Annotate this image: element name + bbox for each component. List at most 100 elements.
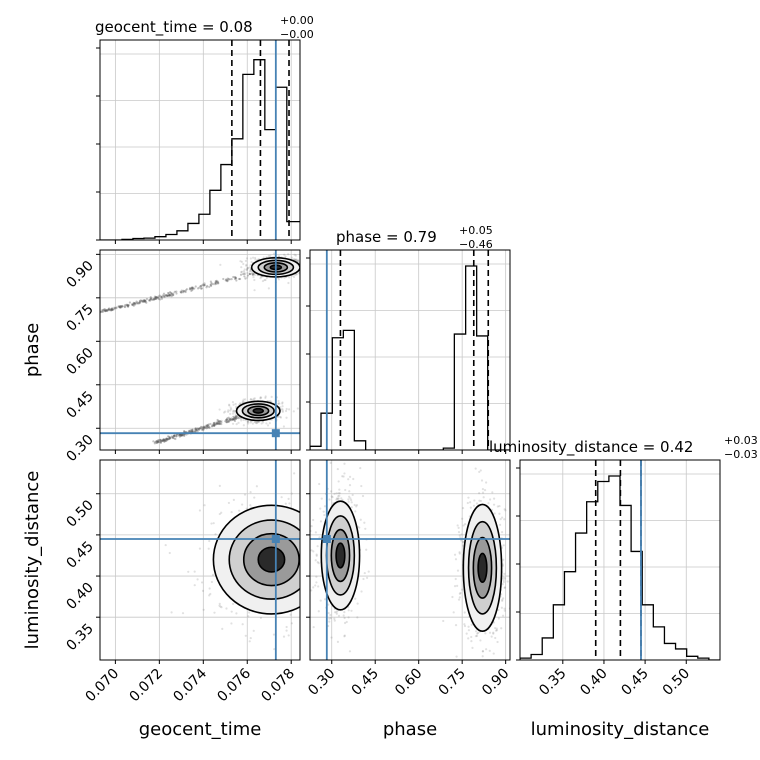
sample-point-tail bbox=[162, 292, 166, 295]
sample-point bbox=[259, 276, 262, 280]
sample-point bbox=[347, 498, 350, 501]
sample-point bbox=[317, 585, 320, 588]
sample-point bbox=[365, 548, 368, 551]
sample-point bbox=[456, 584, 459, 587]
sample-point bbox=[220, 419, 223, 422]
sample-point-tail bbox=[228, 418, 231, 421]
sample-point bbox=[335, 498, 338, 501]
sample-point bbox=[187, 570, 190, 573]
sample-point bbox=[345, 620, 348, 624]
sample-point bbox=[264, 395, 267, 398]
sample-point bbox=[463, 624, 467, 628]
sample-point bbox=[458, 552, 461, 555]
sample-point-tail bbox=[168, 437, 171, 440]
sample-point-tail bbox=[175, 435, 178, 438]
sample-point-tail bbox=[229, 418, 232, 421]
sample-point bbox=[235, 423, 238, 426]
sample-point bbox=[310, 573, 312, 575]
contour-level-0-3 bbox=[257, 546, 286, 573]
sample-point-tail bbox=[152, 298, 155, 301]
sample-point bbox=[290, 492, 293, 495]
sample-point-tail bbox=[175, 290, 178, 293]
sample-point-tail bbox=[214, 281, 217, 285]
sample-point bbox=[496, 640, 499, 644]
axes-frame-luminosity_distance-diag bbox=[519, 459, 721, 661]
sample-point bbox=[306, 568, 308, 570]
sample-point bbox=[348, 490, 351, 493]
sample-point-tail bbox=[173, 290, 176, 293]
sample-point-tail bbox=[164, 439, 167, 442]
sample-point-tail bbox=[179, 290, 182, 293]
sample-point bbox=[248, 611, 251, 614]
sample-point bbox=[492, 497, 496, 500]
sample-point-tail bbox=[140, 299, 143, 303]
sample-point bbox=[281, 402, 284, 405]
ytick-label-luminosity_distance-0: 0.35 bbox=[63, 621, 96, 654]
sample-point bbox=[472, 504, 476, 507]
sample-point bbox=[324, 598, 327, 601]
sample-point bbox=[313, 571, 315, 573]
sample-point-tail bbox=[168, 435, 171, 439]
sample-point-tail bbox=[162, 294, 166, 298]
sample-point-tail bbox=[132, 304, 135, 307]
sample-point-tail bbox=[108, 309, 112, 312]
sample-point bbox=[301, 265, 303, 267]
sample-point-tail bbox=[154, 297, 158, 300]
sample-point bbox=[343, 611, 346, 614]
sample-point-tail bbox=[121, 304, 124, 308]
sample-point bbox=[473, 499, 476, 502]
sample-point-tail bbox=[235, 415, 239, 418]
sample-point-tail bbox=[137, 302, 140, 305]
sample-point bbox=[229, 406, 232, 409]
xtick-label-geocent_time-0: 0.070 bbox=[83, 666, 123, 706]
sample-point bbox=[336, 609, 339, 612]
sample-point bbox=[237, 417, 240, 420]
sample-point-tail bbox=[175, 435, 178, 438]
sample-point-tail bbox=[181, 433, 184, 437]
sample-point bbox=[301, 271, 303, 273]
sample-point-tail bbox=[248, 272, 251, 276]
sample-point bbox=[454, 624, 458, 627]
sample-point-tail bbox=[156, 440, 160, 444]
sample-point bbox=[331, 495, 334, 499]
sample-point bbox=[247, 420, 250, 424]
sample-point-tail bbox=[232, 418, 235, 421]
sample-point bbox=[310, 589, 313, 592]
xtick-label-phase-2: 0.60 bbox=[392, 666, 425, 699]
sample-point bbox=[259, 396, 262, 399]
sample-point bbox=[307, 527, 309, 529]
sample-point bbox=[454, 558, 458, 561]
sample-point-tail bbox=[174, 437, 177, 441]
sample-point-tail bbox=[168, 436, 171, 439]
sample-point bbox=[330, 495, 333, 498]
sample-point-tail bbox=[212, 424, 215, 427]
sample-point-tail bbox=[166, 294, 169, 298]
sample-point bbox=[316, 259, 318, 261]
sample-point bbox=[481, 655, 484, 658]
sample-point bbox=[305, 625, 307, 627]
xtick-label-luminosity_distance-0: 0.35 bbox=[536, 666, 569, 699]
sample-point bbox=[315, 581, 318, 584]
sample-point-tail bbox=[236, 416, 239, 420]
sample-point bbox=[242, 418, 245, 422]
sample-point-tail bbox=[200, 287, 203, 290]
sample-point bbox=[246, 267, 249, 270]
grid-layer bbox=[100, 40, 720, 660]
sample-point-tail bbox=[119, 306, 122, 309]
sample-point-tail bbox=[244, 277, 247, 280]
sample-point bbox=[249, 398, 252, 401]
sample-point-tail bbox=[131, 303, 134, 306]
sample-point bbox=[494, 629, 498, 632]
sample-point-tail bbox=[182, 434, 186, 437]
sample-point-tail bbox=[205, 286, 208, 289]
sample-point bbox=[467, 629, 471, 632]
sample-point bbox=[337, 497, 340, 500]
ytick-label-phase-4: 0.90 bbox=[63, 258, 96, 291]
sample-point bbox=[253, 273, 256, 277]
sample-point-tail bbox=[207, 425, 210, 428]
sample-point bbox=[250, 260, 253, 264]
sample-point-tail bbox=[234, 417, 237, 421]
sample-point bbox=[242, 262, 245, 266]
sample-point-tail bbox=[118, 305, 121, 309]
sample-point-tail bbox=[198, 428, 201, 431]
